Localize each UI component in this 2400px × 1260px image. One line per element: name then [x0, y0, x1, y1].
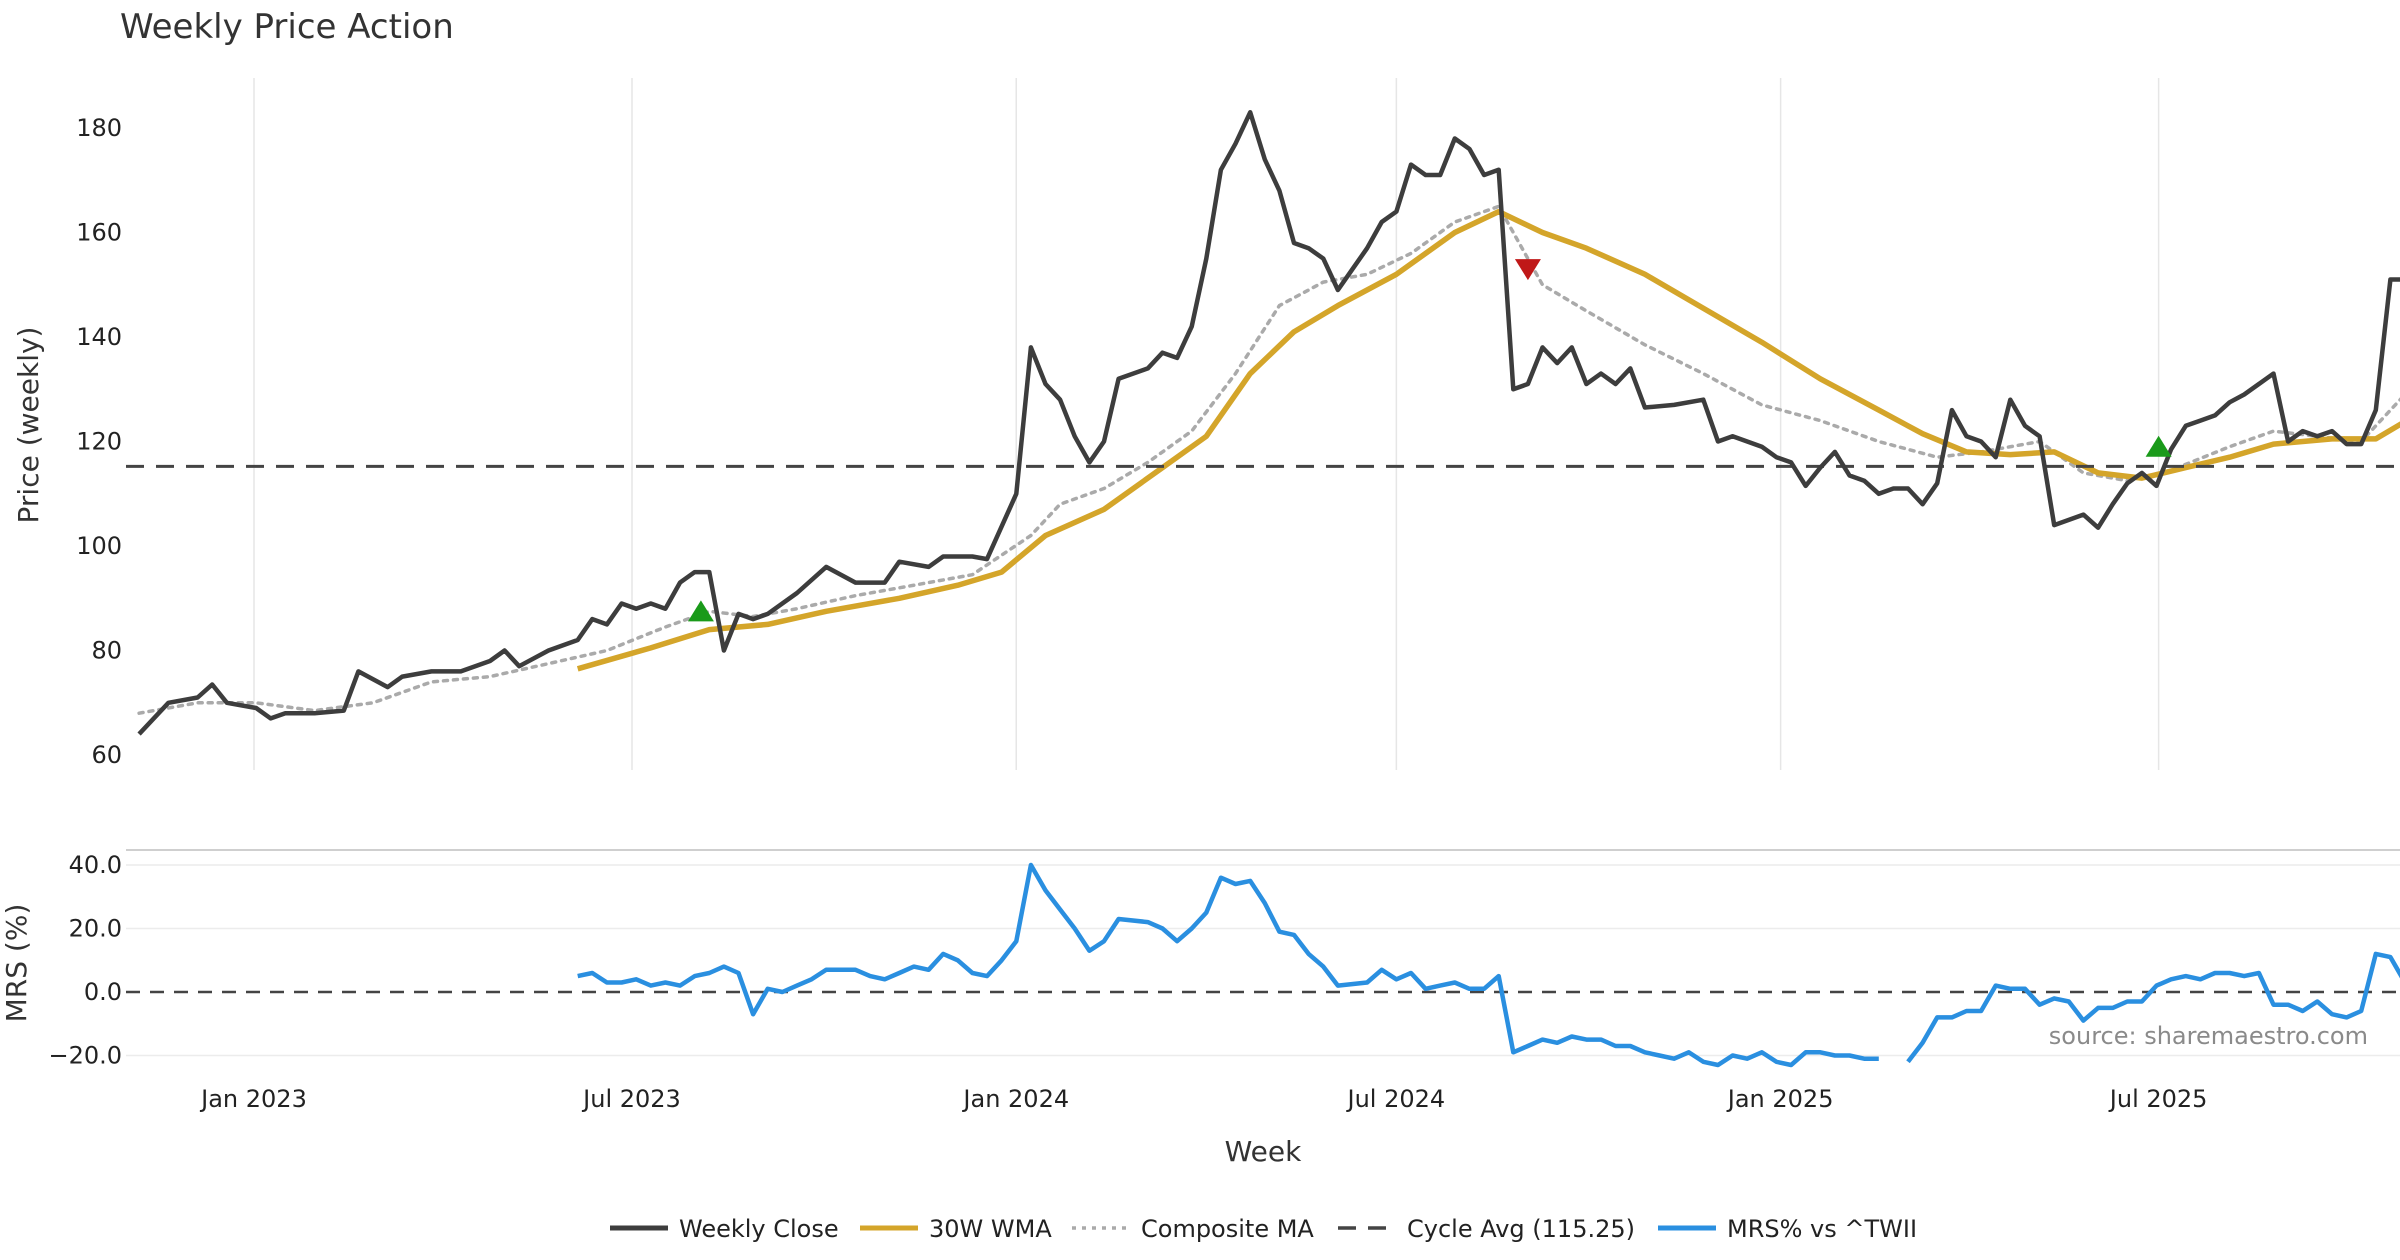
price-y-tick-140: 140 — [76, 323, 122, 351]
price-panel-series — [126, 110, 2400, 736]
weekly-close-line — [137, 110, 2400, 736]
composite-ma-line — [137, 204, 2400, 715]
x-axis-label: Week — [1225, 1135, 1302, 1168]
legend-label: Weekly Close — [679, 1215, 839, 1243]
x-tick-label: Jul 2025 — [2108, 1085, 2208, 1113]
price-y-ticks: 60 80 100 120 140 160 180 — [76, 114, 122, 769]
source-note: source: sharemaestro.com — [2049, 1022, 2368, 1050]
sell-signal-marker — [1514, 259, 1541, 281]
mrs-panel-series — [126, 862, 2400, 1068]
mrs-y-ticks: 40.0 20.0 0.0 −20.0 — [48, 851, 122, 1070]
date-x-ticks: Jan 2023 Jul 2023 Jan 2024 Jul 2024 Jan 2025… — [199, 1085, 2207, 1113]
buy-signal-marker — [2145, 435, 2172, 457]
mrs-y-tick: −20.0 — [48, 1042, 122, 1070]
price-y-tick-180: 180 — [76, 114, 122, 142]
30w-wma-line — [576, 208, 2400, 672]
price-panel-grid — [253, 78, 2160, 770]
mrs-y-axis-label: MRS (%) — [0, 904, 33, 1023]
legend-label: Cycle Avg (115.25) — [1407, 1215, 1635, 1243]
price-y-tick-60: 60 — [91, 741, 122, 769]
buy-signal-marker — [687, 600, 714, 622]
price-y-tick-100: 100 — [76, 532, 122, 560]
legend-label: Composite MA — [1141, 1215, 1314, 1243]
mrs-line — [577, 862, 1879, 1068]
mrs-y-tick: 20.0 — [69, 915, 122, 943]
mrs-y-tick: 40.0 — [69, 851, 122, 879]
x-tick-label: Jan 2023 — [199, 1085, 307, 1113]
price-y-tick-80: 80 — [91, 637, 122, 665]
x-tick-label: Jan 2024 — [961, 1085, 1069, 1113]
x-tick-label: Jul 2023 — [581, 1085, 681, 1113]
mrs-panel-grid — [126, 849, 2400, 1057]
chart-legend: Weekly Close 30W WMA Composite MA Cycle Avg… — [610, 1215, 1917, 1243]
chart-title: Weekly Price Action — [120, 7, 454, 47]
price-y-axis-label: Price (weekly) — [12, 327, 45, 524]
x-tick-label: Jul 2024 — [1346, 1085, 1446, 1113]
price-y-tick-120: 120 — [76, 428, 122, 456]
legend-label: 30W WMA — [929, 1215, 1052, 1243]
price-y-tick-160: 160 — [76, 219, 122, 247]
signal-markers — [687, 259, 2172, 622]
legend-label: MRS% vs ^TWII — [1727, 1215, 1917, 1243]
mrs-y-tick: 0.0 — [84, 978, 122, 1006]
mrs-line — [1906, 951, 2400, 1064]
x-tick-label: Jan 2025 — [1726, 1085, 1834, 1113]
